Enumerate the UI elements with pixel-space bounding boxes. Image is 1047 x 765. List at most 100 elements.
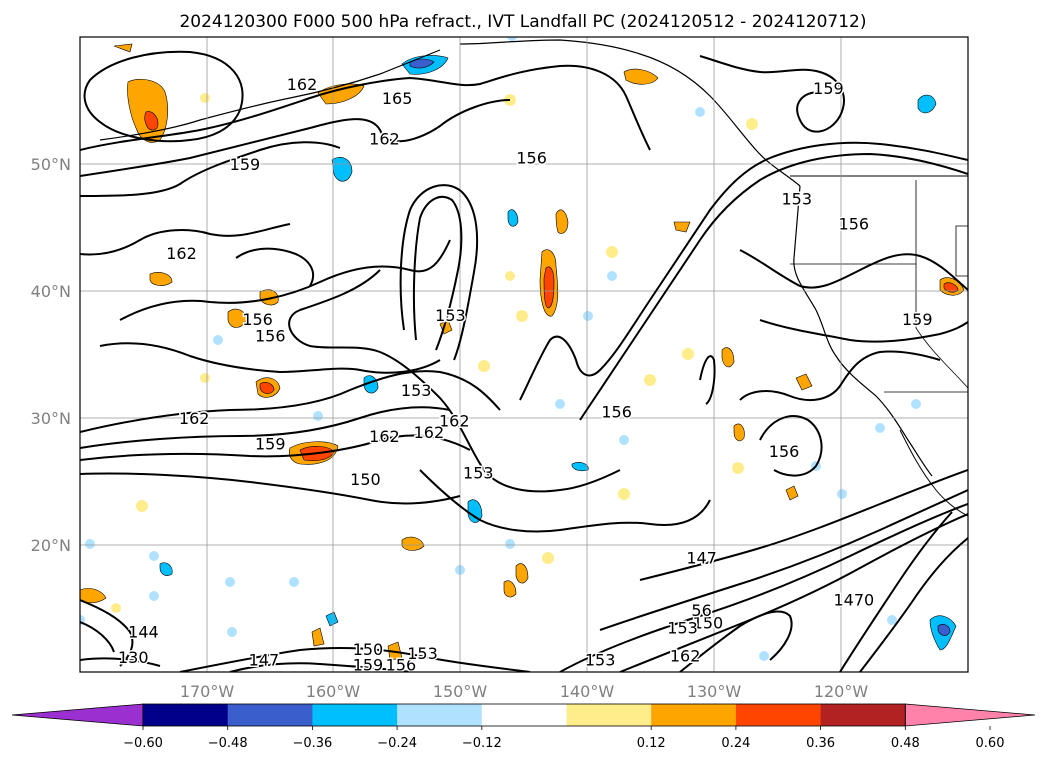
light-neg-dot [759, 651, 769, 661]
shade-tiny-2 [673, 221, 691, 233]
shade-south-b [503, 580, 517, 598]
light-neg-dot [213, 335, 223, 345]
shade-south-a [515, 563, 529, 584]
colorbar-segment [312, 704, 398, 726]
contour-147-ring [859, 537, 968, 672]
colorbar-tick-label: −0.36 [292, 736, 332, 751]
colorbar-frame [142, 703, 906, 727]
light-neg-dot [227, 627, 237, 637]
colorbar-tick-label: −0.12 [462, 736, 502, 751]
contour-label: 147 [249, 650, 280, 669]
contour-north-a [80, 64, 651, 151]
shade-sf-bay-red [943, 282, 959, 293]
colorbar-segment [481, 704, 567, 726]
contour-162-se [679, 610, 793, 672]
contour-153-loop [412, 195, 463, 351]
lon-tick-labels: 170°W 160°W 150°W 140°W 130°W 120°W [180, 682, 869, 701]
light-neg-dot [507, 37, 517, 41]
contour-label: 162 [439, 412, 470, 431]
contour-label: 153 [585, 650, 616, 669]
colorbar-segment [651, 704, 737, 726]
contour-label: 153 [667, 619, 698, 638]
contour-156-loop-east [759, 415, 823, 477]
shade-blob-b [259, 289, 279, 306]
light-dot [542, 552, 554, 564]
shade-bc-coast [623, 68, 659, 85]
contour-alaska-low [83, 50, 244, 143]
contour-153-se [559, 503, 968, 672]
contour-label: 153 [401, 381, 432, 400]
contour-label: 150 [353, 640, 384, 659]
contour-label: 165 [382, 89, 413, 108]
colorbar-tick-label: −0.24 [377, 736, 417, 751]
contour-west-162 [80, 223, 291, 256]
contour-label: 162 [369, 427, 400, 446]
contour-label: 162 [179, 409, 210, 428]
contour-label: 159 [353, 655, 384, 674]
contour-label: 153 [463, 464, 494, 483]
shade-tiny-4 [311, 627, 325, 647]
light-dot [618, 488, 630, 500]
light-dot [200, 373, 210, 383]
shade-center-top [555, 209, 569, 234]
contour-162-band-b [80, 406, 451, 449]
light-negative-shading [80, 37, 921, 661]
gridlines [80, 37, 968, 672]
contour-150-south [599, 489, 968, 631]
lat-tick-label: 40°N [31, 282, 71, 301]
alaska-gulf-coast [459, 39, 801, 187]
height-contours [80, 50, 968, 672]
us-west-coast [793, 185, 933, 477]
contour-1470-se [839, 511, 953, 672]
light-neg-dot [289, 577, 299, 587]
shade-neg-west [331, 157, 353, 182]
shade-hi-east [401, 536, 425, 551]
shade-tiny-3 [795, 373, 813, 391]
contour-label: 162 [369, 130, 400, 149]
light-dot [136, 500, 148, 512]
colorbar-segment [735, 704, 822, 726]
light-neg-dot [149, 591, 159, 601]
contour-label: 159 [813, 79, 844, 98]
light-dot [606, 246, 618, 258]
contour-label: 153 [407, 644, 438, 663]
colorbar-segment [143, 704, 229, 726]
shade-blob-a [227, 308, 247, 328]
contour-sw-144 [80, 599, 134, 667]
lon-tick-label: 130°W [687, 682, 742, 701]
colorbar-segment [820, 704, 906, 726]
light-neg-dot [505, 539, 515, 549]
light-dot [111, 603, 121, 613]
light-dot [478, 360, 490, 372]
shade-west-mid-red [259, 382, 275, 394]
alaska-peninsula-coast [99, 49, 441, 141]
contour-147-south-mid [229, 662, 411, 672]
contour-label: 159 [902, 310, 933, 329]
light-dot [200, 93, 210, 103]
contour-153-central [288, 269, 621, 493]
light-neg-dot [583, 311, 593, 321]
light-neg-dot [887, 615, 897, 625]
lon-tick-label: 170°W [180, 682, 235, 701]
negative-shading [159, 55, 957, 651]
colorbar-tick-label: 0.48 [891, 736, 920, 751]
map-title: 2024120300 F000 500 hPa refract., IVT La… [179, 12, 866, 32]
lon-tick-label: 140°W [560, 682, 615, 701]
contour-150-band [80, 472, 461, 505]
light-neg-dot [619, 435, 629, 445]
contour-label: 159 [230, 155, 261, 174]
lon-tick-label: 120°W [814, 682, 869, 701]
shade-alaska-red [144, 111, 159, 131]
shade-neg-c2 [571, 462, 589, 472]
light-dot [682, 348, 694, 360]
shade-neg-c1 [507, 209, 519, 227]
contour-label: 156 [242, 310, 273, 329]
contour-label: 156 [255, 326, 286, 345]
lat-tick-label: 20°N [31, 536, 71, 555]
contour-label: 153 [435, 306, 466, 325]
contour-east-loop [699, 355, 716, 405]
contour-156-loop [399, 184, 479, 361]
contour-label: 156 [601, 403, 632, 422]
contour-159-ne [699, 55, 845, 133]
contour-label: 162 [670, 646, 701, 665]
